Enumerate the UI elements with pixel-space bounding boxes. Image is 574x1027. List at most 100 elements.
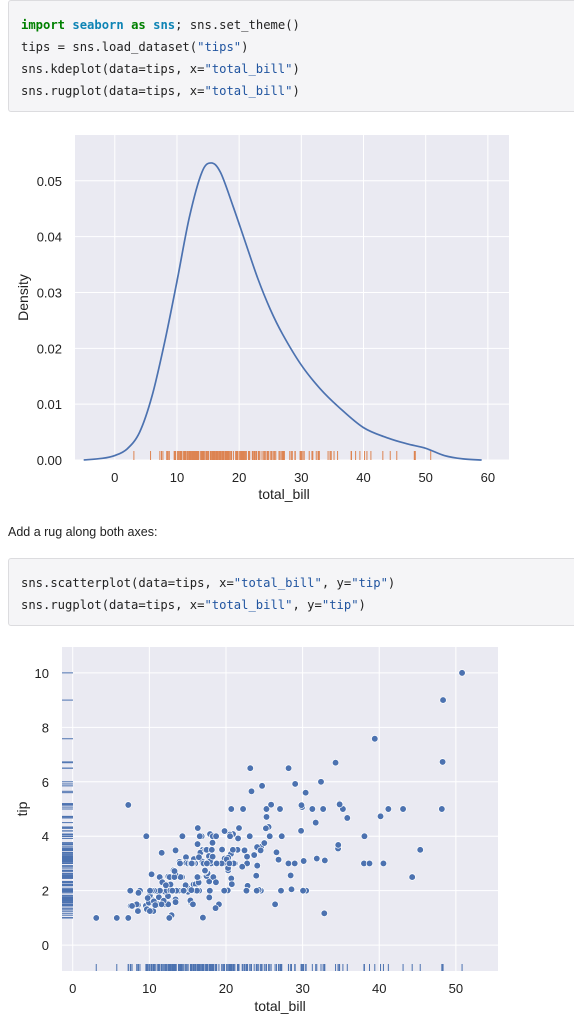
x-tick-label: 10 [142,981,156,996]
scatter-point [458,669,466,677]
scatter-point [147,870,156,878]
scatter-point [211,904,220,912]
code-token: as [131,18,146,32]
scatter-point [239,805,247,813]
y-tick-label: 8 [42,720,49,735]
scatter-point [287,871,295,880]
scatter-point [220,827,229,835]
scatter-point [178,832,187,840]
scatter-point [334,841,342,849]
y-tick-label: 0.05 [37,174,62,189]
x-tick-label: 20 [219,981,233,996]
scatter-point [260,839,268,847]
scatter-point [360,832,369,840]
scatter-point [313,854,321,863]
scatter-point [234,834,242,843]
scatter-point [189,900,197,908]
scatter-point [287,885,296,893]
scatter-point [438,758,447,766]
y-tick-label: 0.01 [37,397,62,412]
scatter-point [258,782,266,790]
scatter-point [199,913,207,922]
x-tick-label: 40 [372,981,386,996]
scatter-point [212,878,220,886]
scatter-point [170,867,179,875]
code-line: sns.rugplot(data=tips, x="total_bill") [21,80,574,102]
kde-rug-chart: 0 10 20 30 40 50 60 0.00 0.01 0.02 0.03 0.04 0.05 tot… [15,135,509,502]
scatter-point [291,780,299,788]
scatter-point [267,800,275,809]
code-token: "total_bill" [204,598,293,612]
scatter-point [195,853,203,861]
code-block-scatter-rug: sns.scatterplot(data=tips, x="total_bill… [8,558,574,626]
scatter-point [158,849,166,857]
scatter-point [225,859,234,868]
scatter-point [376,812,385,821]
code-token: ) [292,62,300,76]
scatter-point [246,764,254,772]
scatter-point [297,801,306,809]
code-line: tips = sns.load_dataset("tips") [21,36,574,58]
scatter-point [253,861,261,870]
scatter-point [291,859,299,868]
scatter-point [271,900,279,908]
y-axis-label: tip [14,801,30,816]
x-tick-label: 50 [449,981,463,996]
code-token: ; sns.set_theme() [175,18,300,32]
x-tick-label: 0 [69,981,76,996]
scatter-point [262,824,270,832]
x-tick-label: 30 [294,470,308,485]
code-token: "tips" [197,40,242,54]
scatter-point [365,859,374,868]
scatter-point [180,887,188,895]
scatter-point [284,764,293,772]
scatter-point [416,846,424,854]
scatter-point [317,778,325,786]
code-token: "total_bill" [204,62,293,76]
code-token: sns.rugplot(data=tips, x= [21,84,205,98]
y-tick-label: 2 [42,884,49,899]
scatter-point [252,872,260,880]
scatter-point [277,887,285,895]
x-tick-label: 30 [295,981,309,996]
scatter-point [220,887,228,895]
scatter-point [302,789,310,797]
scatter-point [162,881,170,889]
scatter-point [212,859,221,868]
scatter-point [146,907,154,915]
scatter-point [157,900,166,908]
scatter-point [134,907,142,915]
scatter-point [208,846,216,854]
scatter-point [193,873,202,881]
scatter-point [266,832,274,840]
scatter-point [262,805,271,813]
scatter-point [92,914,100,922]
plot-area [75,135,509,460]
scatter-point [335,800,344,809]
scatter-point [142,832,150,840]
y-tick-label: 4 [42,829,49,844]
code-token: tips = sns.load_dataset( [21,40,198,54]
code-token: "tip" [351,576,388,590]
scatter-point [134,889,143,897]
scatter-point [262,813,271,821]
scatter-point [113,914,121,922]
scatter-point [218,845,226,854]
scatter-point [439,696,447,704]
scatter-point [240,846,249,855]
scatter-point [208,839,217,847]
code-token: ) [358,598,366,612]
scatter-point [124,801,132,809]
scatter-point [331,759,340,767]
scatter-point [151,901,159,909]
y-tick-label: 0.03 [37,285,62,300]
x-tick-label: 10 [170,470,184,485]
code-line: sns.rugplot(data=tips, x="total_bill", y… [21,594,574,616]
paragraph-text: Add a rug along both axes: [8,525,158,539]
code-lines: import seaborn as sns; sns.set_theme() ti… [21,14,574,102]
scatter-point [242,887,251,895]
scatter-point [276,805,284,813]
code-token: sns.rugplot(data=tips, x= [21,598,205,612]
scatter-point [144,894,152,902]
